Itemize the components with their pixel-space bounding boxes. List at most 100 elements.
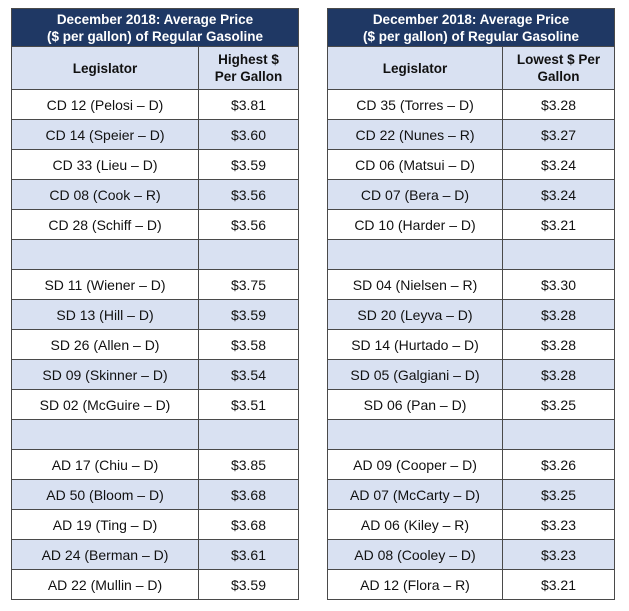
legislator-cell: SD 09 (Skinner – D) (11, 359, 199, 390)
price-cell: $3.75 (198, 269, 299, 300)
table-row: AD 09 (Cooper – D) $3.26 (327, 449, 615, 480)
table-row: CD 33 (Lieu – D) $3.59 (11, 149, 299, 180)
column-header-highest-price: Highest $ Per Gallon (198, 46, 299, 90)
legislator-cell (327, 419, 503, 450)
price-cell: $3.23 (502, 539, 615, 570)
table-row: SD 11 (Wiener – D) $3.75 (11, 269, 299, 300)
legislator-cell (11, 419, 199, 450)
price-cell: $3.51 (198, 389, 299, 420)
legislator-cell: AD 09 (Cooper – D) (327, 449, 503, 480)
table-row: SD 26 (Allen – D) $3.58 (11, 329, 299, 360)
table-row: CD 22 (Nunes – R) $3.27 (327, 119, 615, 150)
price-cell: $3.28 (502, 299, 615, 330)
table-row: SD 14 (Hurtado – D) $3.28 (327, 329, 615, 360)
price-cell: $3.26 (502, 449, 615, 480)
price-cell (502, 239, 615, 270)
price-cell (502, 419, 615, 450)
table-title-line-2: ($ per gallon) of Regular Gasoline (46, 28, 264, 44)
table-row: AD 12 (Flora – R) $3.21 (327, 569, 615, 600)
table-row: AD 22 (Mullin – D) $3.59 (11, 569, 299, 600)
table-row: CD 12 (Pelosi – D) $3.81 (11, 89, 299, 120)
price-cell: $3.25 (502, 389, 615, 420)
price-cell: $3.59 (198, 149, 299, 180)
legislator-cell: CD 07 (Bera – D) (327, 179, 503, 210)
legislator-cell: SD 13 (Hill – D) (11, 299, 199, 330)
legislator-cell: SD 02 (McGuire – D) (11, 389, 199, 420)
legislator-cell: AD 24 (Berman – D) (11, 539, 199, 570)
price-cell: $3.21 (502, 209, 615, 240)
legislator-cell: CD 28 (Schiff – D) (11, 209, 199, 240)
table-row: SD 09 (Skinner – D) $3.54 (11, 359, 299, 390)
table-title: December 2018: Average Price ($ per gall… (11, 8, 299, 47)
table-row: AD 50 (Bloom – D) $3.68 (11, 479, 299, 510)
legislator-cell: AD 12 (Flora – R) (327, 569, 503, 600)
price-cell: $3.56 (198, 179, 299, 210)
legislator-cell: AD 19 (Ting – D) (11, 509, 199, 540)
table-body: CD 35 (Torres – D) $3.28 CD 22 (Nunes – R)… (327, 89, 615, 600)
legislator-cell: SD 14 (Hurtado – D) (327, 329, 503, 360)
legislator-cell: AD 50 (Bloom – D) (11, 479, 199, 510)
column-header-legislator: Legislator (327, 46, 503, 90)
table-title-line-1: December 2018: Average Price (56, 11, 254, 27)
table-row: SD 02 (McGuire – D) $3.51 (11, 389, 299, 420)
table-row: CD 08 (Cook – R) $3.56 (11, 179, 299, 210)
table-row: AD 17 (Chiu – D) $3.85 (11, 449, 299, 480)
price-cell: $3.24 (502, 149, 615, 180)
price-cell: $3.27 (502, 119, 615, 150)
spacer-row (327, 419, 615, 450)
table-row: CD 14 (Speier – D) $3.60 (11, 119, 299, 150)
price-cell: $3.85 (198, 449, 299, 480)
table-title-line-2: ($ per gallon) of Regular Gasoline (362, 28, 580, 44)
legislator-cell: AD 07 (McCarty – D) (327, 479, 503, 510)
table-title: December 2018: Average Price ($ per gall… (327, 8, 615, 47)
highest-price-table: December 2018: Average Price ($ per gall… (11, 8, 299, 600)
legislator-cell: AD 17 (Chiu – D) (11, 449, 199, 480)
price-cell: $3.23 (502, 509, 615, 540)
table-row: SD 04 (Nielsen – R) $3.30 (327, 269, 615, 300)
legislator-cell: AD 22 (Mullin – D) (11, 569, 199, 600)
legislator-cell: SD 06 (Pan – D) (327, 389, 503, 420)
table-row: SD 06 (Pan – D) $3.25 (327, 389, 615, 420)
legislator-cell: CD 06 (Matsui – D) (327, 149, 503, 180)
price-cell (198, 239, 299, 270)
price-cell: $3.58 (198, 329, 299, 360)
legislator-cell: SD 04 (Nielsen – R) (327, 269, 503, 300)
column-header-lowest-price: Lowest $ Per Gallon (502, 46, 615, 90)
table-row: SD 05 (Galgiani – D) $3.28 (327, 359, 615, 390)
table-row: CD 07 (Bera – D) $3.24 (327, 179, 615, 210)
table-row: CD 35 (Torres – D) $3.28 (327, 89, 615, 120)
price-cell: $3.61 (198, 539, 299, 570)
spacer-row (11, 239, 299, 270)
price-cell: $3.68 (198, 479, 299, 510)
legislator-cell: SD 11 (Wiener – D) (11, 269, 199, 300)
legislator-cell: CD 35 (Torres – D) (327, 89, 503, 120)
legislator-cell: SD 20 (Leyva – D) (327, 299, 503, 330)
legislator-cell: CD 08 (Cook – R) (11, 179, 199, 210)
legislator-cell (327, 239, 503, 270)
price-cell: $3.54 (198, 359, 299, 390)
legislator-cell: AD 06 (Kiley – R) (327, 509, 503, 540)
column-header-legislator: Legislator (11, 46, 199, 90)
price-cell: $3.30 (502, 269, 615, 300)
lowest-price-table: December 2018: Average Price ($ per gall… (327, 8, 615, 600)
price-cell: $3.59 (198, 569, 299, 600)
price-cell: $3.24 (502, 179, 615, 210)
legislator-cell: CD 33 (Lieu – D) (11, 149, 199, 180)
legislator-cell: SD 05 (Galgiani – D) (327, 359, 503, 390)
legislator-cell: CD 10 (Harder – D) (327, 209, 503, 240)
table-title-line-1: December 2018: Average Price (372, 11, 570, 27)
table-row: AD 08 (Cooley – D) $3.23 (327, 539, 615, 570)
table-row: SD 13 (Hill – D) $3.59 (11, 299, 299, 330)
table-row: CD 10 (Harder – D) $3.21 (327, 209, 615, 240)
table-row: CD 06 (Matsui – D) $3.24 (327, 149, 615, 180)
table-row: CD 28 (Schiff – D) $3.56 (11, 209, 299, 240)
price-cell: $3.28 (502, 359, 615, 390)
table-row: AD 24 (Berman – D) $3.61 (11, 539, 299, 570)
legislator-cell (11, 239, 199, 270)
price-cell: $3.60 (198, 119, 299, 150)
legislator-cell: CD 22 (Nunes – R) (327, 119, 503, 150)
table-row: SD 20 (Leyva – D) $3.28 (327, 299, 615, 330)
table-row: AD 19 (Ting – D) $3.68 (11, 509, 299, 540)
table-row: AD 07 (McCarty – D) $3.25 (327, 479, 615, 510)
spacer-row (11, 419, 299, 450)
